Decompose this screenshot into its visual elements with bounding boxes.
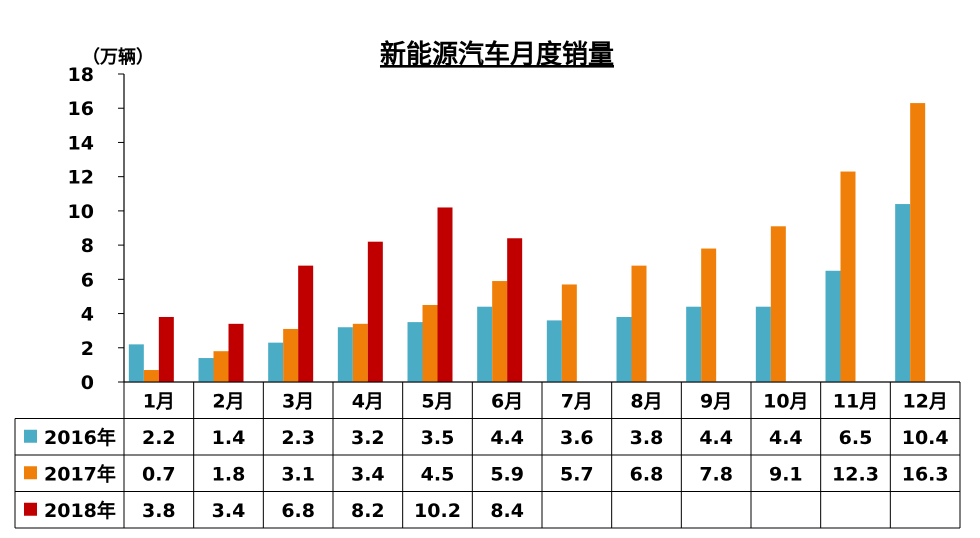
y-tick-label: 10 [68, 201, 94, 223]
y-tick-label: 2 [81, 338, 94, 360]
data-label: 3.8 [630, 427, 664, 449]
y-tick-label: 12 [68, 167, 94, 189]
bar-2016年-6月 [477, 306, 493, 382]
bar-2017年-10月 [770, 226, 786, 382]
data-label: 5.9 [490, 463, 524, 485]
data-label: 3.6 [560, 427, 594, 449]
bar-2016年-4月 [337, 327, 353, 382]
data-label: 16.3 [902, 463, 949, 485]
data-table: 1月 2月 3月 4月 5月 6月 7月 8月 9月 10月 11月 12月 2016年 2.2 1.4 2.… [14, 381, 961, 529]
category-label: 4月 [352, 390, 384, 412]
data-label: 9.1 [769, 463, 803, 485]
bar-2018年-3月 [298, 265, 314, 382]
legend-label: 2018年 [44, 499, 116, 522]
category-label: 5月 [421, 390, 453, 412]
data-label: 7.8 [699, 463, 733, 485]
data-label: 3.5 [421, 427, 455, 449]
category-label: 11月 [833, 390, 878, 412]
bar-2016年-3月 [268, 342, 284, 382]
y-unit-label: （万辆） [82, 46, 154, 68]
bar-2018年-2月 [228, 323, 244, 382]
bar-2017年-7月 [561, 284, 577, 382]
bar-2016年-10月 [755, 306, 771, 382]
bars-group [128, 103, 926, 382]
category-label: 9月 [700, 390, 732, 412]
bar-2016年-2月 [198, 358, 214, 382]
bar-2018年-1月 [158, 316, 174, 382]
bar-2017年-9月 [701, 248, 717, 382]
data-label: 6.8 [630, 463, 664, 485]
legend-swatch [24, 466, 37, 480]
y-tick-label: 16 [68, 98, 94, 120]
bar-2016年-7月 [546, 320, 562, 382]
bar-2017年-2月 [213, 351, 229, 382]
y-tick-label: 6 [81, 269, 94, 291]
y-tick-label: 0 [81, 372, 94, 394]
data-label: 8.4 [490, 500, 524, 522]
bar-2016年-12月 [895, 204, 911, 382]
data-label: 2.3 [281, 427, 315, 449]
category-label: 12月 [902, 390, 947, 412]
category-label: 3月 [282, 390, 314, 412]
data-label: 3.4 [212, 500, 246, 522]
y-tick-label: 14 [68, 132, 94, 154]
data-label: 2.2 [142, 427, 176, 449]
bar-2017年-11月 [840, 171, 856, 382]
bar-2017年-5月 [422, 305, 438, 382]
data-label: 1.4 [212, 427, 246, 449]
data-label: 4.5 [421, 463, 455, 485]
bar-2018年-4月 [367, 241, 383, 382]
category-label: 10月 [763, 390, 808, 412]
bar-2017年-1月 [143, 370, 159, 382]
bar-2018年-6月 [507, 238, 523, 382]
data-label: 6.8 [281, 500, 315, 522]
bar-2017年-6月 [492, 281, 508, 382]
y-axis: 0 2 4 6 8 10 12 14 16 18 [68, 64, 960, 394]
bar-2016年-11月 [825, 270, 841, 382]
data-label: 10.4 [902, 427, 949, 449]
data-label: 0.7 [142, 463, 176, 485]
data-label: 3.1 [281, 463, 315, 485]
data-label: 3.2 [351, 427, 385, 449]
data-label: 4.4 [769, 427, 803, 449]
y-tick-label: 8 [81, 235, 94, 257]
category-label: 6月 [491, 390, 523, 412]
data-label: 8.2 [351, 500, 385, 522]
legend-label: 2016年 [44, 426, 116, 449]
y-tick-label: 4 [81, 304, 94, 326]
data-label: 3.4 [351, 463, 385, 485]
data-label: 4.4 [490, 427, 524, 449]
data-label: 12.3 [832, 463, 879, 485]
bar-2018年-5月 [437, 207, 453, 382]
legend-label: 2017年 [44, 462, 116, 485]
bar-2016年-8月 [616, 316, 632, 382]
bar-2017年-12月 [910, 103, 926, 382]
data-label: 6.5 [839, 427, 873, 449]
category-label: 8月 [630, 390, 662, 412]
category-label: 7月 [561, 390, 593, 412]
bar-2017年-3月 [283, 328, 299, 382]
bar-2016年-5月 [407, 322, 423, 382]
legend-swatch [24, 502, 37, 516]
category-label: 2月 [212, 390, 244, 412]
bar-2017年-4月 [352, 323, 368, 382]
data-label: 3.8 [142, 500, 176, 522]
y-tick-label: 18 [68, 64, 94, 86]
data-label: 4.4 [699, 427, 733, 449]
data-label: 10.2 [414, 500, 461, 522]
category-label: 1月 [143, 390, 175, 412]
chart-title: 新能源汽车月度销量 [380, 39, 614, 70]
legend-swatch [24, 429, 37, 443]
data-label: 5.7 [560, 463, 594, 485]
data-label: 1.8 [212, 463, 246, 485]
bar-2017年-8月 [631, 265, 647, 382]
bar-2016年-9月 [686, 306, 702, 382]
bar-2016年-1月 [128, 344, 144, 382]
